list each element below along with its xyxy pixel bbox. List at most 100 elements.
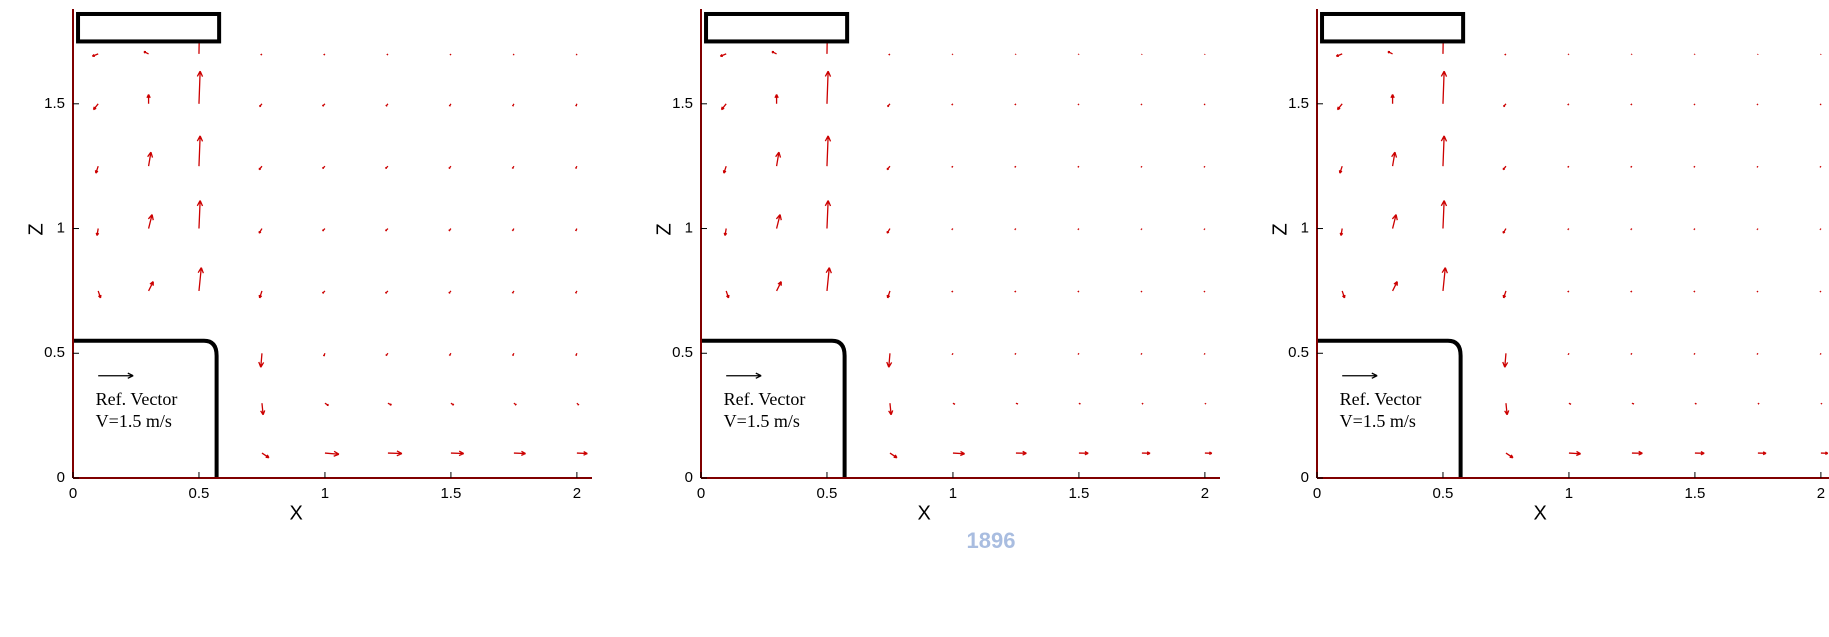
velocity-vector (384, 165, 389, 170)
velocity-vector (1630, 352, 1633, 356)
velocity-vector (448, 352, 452, 357)
velocity-vector (384, 290, 389, 294)
x-axis-title: X (1533, 502, 1546, 524)
velocity-vector (1077, 290, 1080, 293)
velocity-vector (321, 165, 326, 170)
velocity-vector (1204, 402, 1207, 405)
velocity-vector (886, 103, 891, 108)
velocity-vector (1014, 165, 1017, 168)
velocity-vector (386, 53, 389, 56)
velocity-vector (321, 228, 326, 232)
y-axis-title: Z (653, 223, 675, 235)
velocity-vector (448, 290, 452, 294)
y-tick-label: 1.5 (1288, 95, 1309, 112)
velocity-vector (1630, 103, 1633, 106)
velocity-vector (1391, 281, 1398, 292)
lower-block-edge (1317, 338, 1463, 478)
velocity-vector (448, 228, 452, 232)
velocity-vector (1694, 402, 1697, 405)
velocity-vector (824, 70, 832, 104)
lower-block (73, 340, 217, 478)
velocity-vector (1078, 402, 1081, 405)
velocity-vector (1502, 228, 1507, 234)
velocity-vector (321, 290, 326, 294)
velocity-vector (1819, 228, 1822, 231)
velocity-vector (575, 165, 578, 170)
velocity-vector (1341, 290, 1346, 299)
velocity-vector (1693, 228, 1696, 231)
velocity-vector (1014, 352, 1017, 356)
velocity-vector (1338, 165, 1343, 174)
velocity-vector (886, 353, 893, 368)
velocity-vector (952, 402, 956, 405)
x-tick-label: 0.5 (817, 485, 838, 502)
x-tick-label: 1.5 (440, 485, 461, 502)
velocity-vector (575, 290, 578, 294)
velocity-vector (1140, 352, 1143, 355)
upper-block (1320, 11, 1466, 44)
velocity-vector (1819, 353, 1822, 355)
velocity-vector (512, 53, 515, 56)
velocity-vector (1140, 228, 1143, 231)
velocity-vector (951, 165, 954, 168)
velocity-vector (449, 53, 452, 56)
velocity-vector (258, 103, 263, 108)
y-tick-label: 0.5 (1288, 344, 1309, 361)
lower-block (701, 340, 845, 478)
velocity-vector (513, 450, 526, 456)
velocity-vector (197, 267, 204, 291)
velocity-vector (384, 228, 389, 232)
velocity-vector (1336, 103, 1343, 111)
velocity-vector (1141, 451, 1151, 456)
x-tick-label: 1.5 (1684, 485, 1705, 502)
reference-vector (726, 372, 762, 379)
velocity-vector (97, 290, 102, 299)
velocity-vector (196, 200, 204, 229)
velocity-vector (1015, 402, 1019, 405)
velocity-vector (1203, 165, 1206, 168)
x-axis-title: X (917, 502, 930, 524)
velocity-vector (575, 103, 578, 107)
velocity-vector (824, 135, 832, 167)
velocity-vector (511, 228, 515, 232)
annotation: Ref. Vector (96, 389, 178, 409)
velocity-vector (1693, 290, 1696, 293)
velocity-vector (94, 165, 99, 174)
lower-block (1317, 340, 1461, 478)
velocity-vector (1203, 103, 1206, 106)
velocity-vector (261, 452, 270, 459)
velocity-vector (1387, 50, 1393, 55)
velocity-vector (1757, 451, 1767, 456)
velocity-vector (719, 53, 727, 58)
x-tick-label: 2 (1817, 485, 1825, 502)
velocity-vector (1693, 352, 1696, 355)
y-tick-label: 0 (1301, 469, 1309, 486)
velocity-vector (512, 103, 515, 107)
velocity-vector (1694, 451, 1705, 456)
y-tick-label: 0 (57, 469, 65, 486)
velocity-vector (450, 402, 455, 406)
velocity-vector (1502, 290, 1507, 299)
velocity-vector (775, 214, 782, 229)
velocity-vector (1504, 403, 1510, 416)
velocity-vector (1441, 267, 1448, 291)
velocity-vector (1390, 94, 1395, 104)
y-tick-label: 1 (57, 220, 65, 237)
velocity-vector (1440, 70, 1448, 104)
velocity-vector (725, 290, 730, 299)
velocity-vector (513, 402, 517, 406)
y-tick-label: 0 (685, 469, 693, 486)
velocity-vector (1140, 103, 1143, 106)
velocity-vector (1567, 290, 1570, 293)
velocity-vector (1756, 103, 1759, 106)
velocity-vector (1693, 103, 1696, 106)
velocity-vector (1339, 228, 1344, 236)
y-tick-label: 0.5 (672, 344, 693, 361)
velocity-vector (951, 352, 954, 356)
velocity-vector (1391, 151, 1398, 167)
annotation: Ref. Vector (724, 389, 806, 409)
velocity-vector (448, 165, 452, 170)
velocity-vector (722, 165, 727, 174)
annotation: V=1.5 m/s (724, 411, 800, 431)
